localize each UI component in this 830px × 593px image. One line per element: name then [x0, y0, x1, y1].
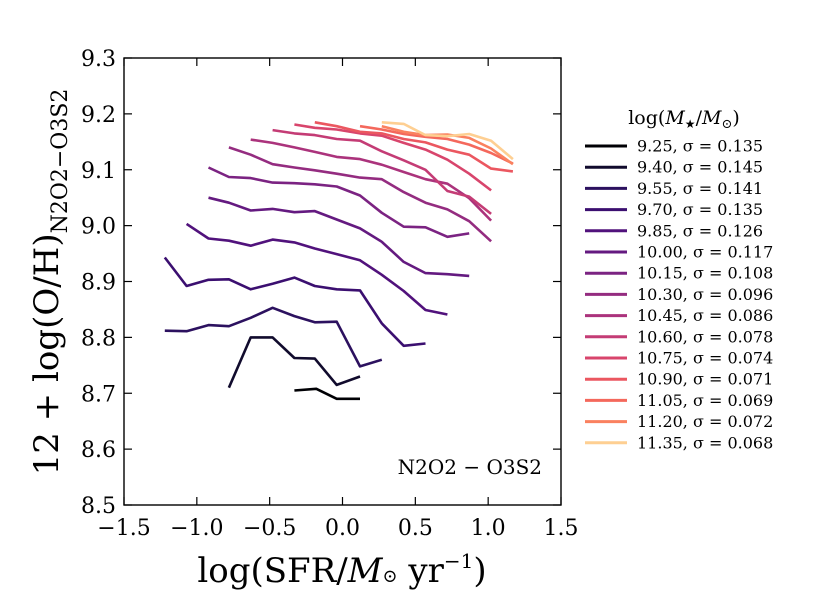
x-tick-label: 1.0	[471, 516, 506, 541]
x-tick-label: −0.5	[243, 516, 296, 541]
annotation: N2O2 − O3S2	[398, 455, 542, 479]
series-line-2	[164, 306, 383, 368]
y-tick-label: 8.5	[81, 494, 116, 519]
legend-label-1: 9.40, σ = 0.145	[637, 158, 763, 177]
series-line-13	[381, 124, 514, 166]
legend-label-12: 11.05, σ = 0.069	[637, 391, 773, 410]
legend-label-7: 10.30, σ = 0.096	[637, 285, 773, 304]
legend-label-10: 10.75, σ = 0.074	[637, 349, 773, 368]
legend: 9.25, σ = 0.135 9.40, σ = 0.145 9.55, σ = …	[585, 137, 773, 452]
series-line-5	[208, 196, 470, 278]
series-line-6	[207, 166, 470, 239]
x-axis-label: log(SFR/M⊙ yr−1)	[197, 549, 486, 591]
x-tick-label: 0.5	[398, 516, 433, 541]
data-lines	[163, 121, 514, 401]
legend-label-13: 11.20, σ = 0.072	[637, 412, 773, 431]
x-tick-labels: −1.5 −1.0 −0.5 0.0 0.5 1.0 1.5	[97, 516, 578, 541]
y-axis-label: 12 + log(O/H)N2O2−O3S2	[27, 89, 73, 476]
series-line-10	[294, 123, 492, 192]
legend-label-14: 11.35, σ = 0.068	[637, 433, 773, 452]
y-tick-label: 9.1	[81, 159, 116, 184]
legend-label-3: 9.70, σ = 0.135	[637, 200, 763, 219]
y-tick-label: 8.7	[81, 382, 116, 407]
series-line-9	[272, 128, 492, 215]
series-line-14	[381, 121, 514, 161]
legend-label-2: 9.55, σ = 0.141	[637, 179, 763, 198]
y-tick-label: 9.3	[81, 47, 116, 72]
x-tick-label: 0.0	[325, 516, 360, 541]
legend-label-9: 10.60, σ = 0.078	[637, 327, 773, 346]
legend-label-11: 10.90, σ = 0.071	[637, 370, 773, 389]
y-tick-labels: 8.5 8.6 8.7 8.8 8.9 9.0 9.1 9.2 9.3	[81, 47, 116, 519]
series-line-0	[294, 387, 360, 401]
x-tick-label: −1.0	[170, 516, 223, 541]
series-line-8	[250, 138, 493, 222]
y-tick-label: 9.0	[81, 215, 116, 240]
y-tick-label: 9.2	[81, 103, 116, 128]
legend-title: log(M★/M⊙)	[628, 107, 740, 132]
plot-frame	[123, 57, 562, 506]
tick-marks	[123, 57, 562, 506]
x-tick-label: 1.5	[544, 516, 579, 541]
y-tick-label: 8.9	[81, 271, 116, 296]
series-line-7	[228, 146, 492, 243]
series-line-3	[163, 256, 426, 348]
legend-label-0: 9.25, σ = 0.135	[637, 137, 763, 156]
series-line-4	[185, 222, 448, 316]
y-tick-label: 8.6	[81, 438, 116, 463]
legend-label-5: 10.00, σ = 0.117	[637, 243, 773, 262]
y-tick-label: 8.8	[81, 326, 116, 351]
series-line-1	[227, 336, 361, 389]
legend-label-6: 10.15, σ = 0.108	[637, 264, 773, 283]
series-line-12	[359, 124, 514, 165]
x-tick-label: −1.5	[97, 516, 150, 541]
legend-label-8: 10.45, σ = 0.086	[637, 306, 773, 325]
legend-label-4: 9.85, σ = 0.126	[637, 221, 763, 240]
series-line-11	[314, 121, 514, 173]
